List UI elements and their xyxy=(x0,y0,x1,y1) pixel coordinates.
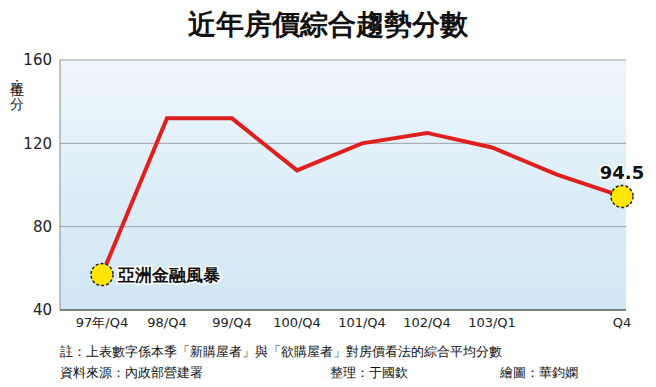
svg-text:120: 120 xyxy=(23,135,52,153)
html-text:近年房價綜合趨勢分數: 近年房價綜合趨勢分數 xyxy=(188,8,468,41)
html-text:資料來源：內政部營建署: 資料來源：內政部營建署 xyxy=(60,365,203,380)
svg-text:101/Q4: 101/Q4 xyxy=(338,315,386,330)
svg-text:80: 80 xyxy=(33,218,52,236)
svg-text:103/Q1: 103/Q1 xyxy=(468,315,516,330)
svg-text:94.5: 94.5 xyxy=(600,162,644,183)
html-text:註：上表數字係本季「新購屋者」與「欲購屋者」對房價看法的綜合: 註：上表數字係本季「新購屋者」與「欲購屋者」對房價看法的綜合平均分數 xyxy=(60,344,502,359)
svg-text:100/Q4: 100/Q4 xyxy=(273,315,321,330)
html-text:繪圖：華鈞嫻: 繪圖：華鈞嫻 xyxy=(500,365,578,380)
html-text:單位：分: 單位：分 xyxy=(9,72,25,86)
svg-text:40: 40 xyxy=(33,301,52,319)
svg-text:98/Q4: 98/Q4 xyxy=(147,315,186,330)
svg-text:160: 160 xyxy=(23,51,52,69)
svg-text:102/Q4: 102/Q4 xyxy=(403,315,451,330)
svg-text:亞洲金融風暴: 亞洲金融風暴 xyxy=(117,265,220,285)
html-text:整理：于國欽: 整理：于國欽 xyxy=(330,365,408,380)
svg-text:Q4: Q4 xyxy=(613,315,632,330)
svg-text:99/Q4: 99/Q4 xyxy=(212,315,251,330)
svg-text:97年/Q4: 97年/Q4 xyxy=(76,315,128,330)
